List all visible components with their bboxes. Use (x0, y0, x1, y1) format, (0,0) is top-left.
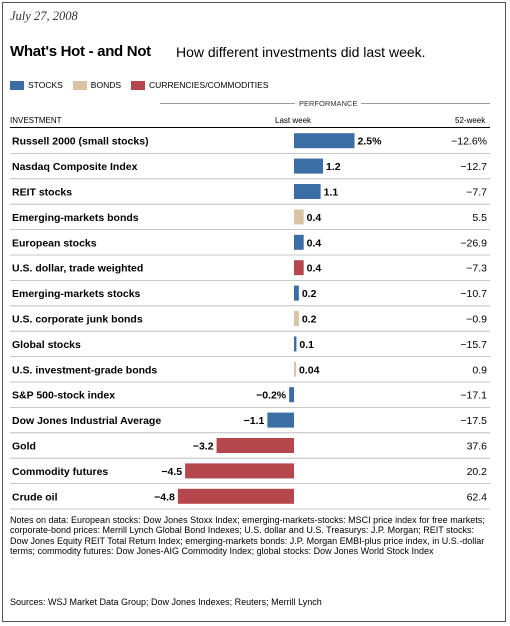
category-label-dow-jones-industrial-average: Dow Jones Industrial Average (12, 415, 161, 427)
week52-value-gold: 37.6 (467, 441, 488, 453)
chart-subtitle: How different investments did last week. (176, 44, 426, 60)
bar-u-s-investment-grade-bonds (294, 361, 296, 377)
week52-value-reit-stocks: −7.7 (466, 187, 487, 199)
bar-reit-stocks (294, 184, 321, 199)
category-label-u-s-dollar-trade-weighted: U.S. dollar, trade weighted (12, 263, 143, 275)
week52-value-s-p-500-stock-index: −17.1 (460, 390, 487, 402)
week52-value-russell-2000-small-stocks: −12.6% (451, 136, 487, 148)
week52-value-u-s-corporate-junk-bonds: −0.9 (466, 314, 487, 326)
category-label-commodity-futures: Commodity futures (12, 466, 108, 478)
week52-column-header: 52-week (455, 116, 486, 125)
week52-value-commodity-futures: 20.2 (467, 466, 488, 478)
bar-gold (216, 438, 294, 453)
value-label-gold: −3.2 (193, 441, 214, 453)
week52-value-emerging-markets-bonds: 5.5 (472, 212, 487, 224)
category-label-u-s-investment-grade-bonds: U.S. investment-grade bonds (12, 364, 157, 376)
bar-commodity-futures (185, 463, 294, 479)
legend-item-stocks: STOCKS (10, 80, 63, 90)
bar-european-stocks (294, 234, 304, 250)
category-label-global-stocks: Global stocks (12, 339, 81, 351)
bar-emerging-markets-stocks (294, 285, 299, 301)
bar-s-p-500-stock-index (289, 387, 294, 403)
week52-value-u-s-dollar-trade-weighted: −7.3 (466, 263, 487, 275)
value-label-european-stocks: 0.4 (307, 237, 322, 249)
category-label-gold: Gold (12, 441, 36, 453)
value-label-emerging-markets-stocks: 0.2 (302, 288, 317, 300)
value-label-global-stocks: 0.1 (299, 339, 314, 351)
bar-dow-jones-industrial-average (267, 412, 294, 428)
category-label-emerging-markets-stocks: Emerging-markets stocks (12, 288, 141, 300)
week52-value-dow-jones-industrial-average: −17.5 (460, 415, 487, 427)
legend: STOCKS BONDS CURRENCIES/COMMODITIES (10, 80, 279, 90)
legend-label-currencies-commodities: CURRENCIES/COMMODITIES (149, 80, 269, 90)
value-label-emerging-markets-bonds: 0.4 (307, 212, 322, 224)
value-label-u-s-investment-grade-bonds: 0.04 (299, 364, 320, 376)
legend-swatch-bonds (72, 80, 87, 90)
legend-item-currencies-commodities: CURRENCIES/COMMODITIES (131, 80, 269, 90)
value-label-reit-stocks: 1.1 (324, 187, 339, 199)
category-label-emerging-markets-bonds: Emerging-markets bonds (12, 212, 139, 224)
legend-label-stocks: STOCKS (28, 80, 63, 90)
week52-value-global-stocks: −15.7 (460, 339, 487, 351)
value-label-nasdaq-composite-index: 1.2 (326, 161, 341, 173)
header-rule (10, 127, 490, 128)
legend-label-bonds: BONDS (90, 80, 122, 90)
week52-value-european-stocks: −26.9 (460, 237, 487, 249)
bar-nasdaq-composite-index (294, 158, 324, 174)
category-label-european-stocks: European stocks (12, 237, 97, 249)
week52-value-crude-oil: 62.4 (467, 491, 488, 503)
value-label-dow-jones-industrial-average: −1.1 (244, 415, 265, 427)
notes-text: Notes on data: European stocks: Dow Jone… (10, 515, 485, 557)
bar-u-s-corporate-junk-bonds (294, 311, 299, 326)
category-label-nasdaq-composite-index: Nasdaq Composite Index (12, 161, 138, 173)
performance-label: PERFORMANCE (295, 99, 362, 108)
value-label-commodity-futures: −4.5 (161, 466, 182, 478)
legend-swatch-currencies-commodities (131, 80, 146, 90)
category-label-crude-oil: Crude oil (12, 491, 58, 503)
category-label-s-p-500-stock-index: S&P 500-stock index (12, 390, 115, 402)
bar-u-s-dollar-trade-weighted (294, 260, 304, 276)
value-label-russell-2000-small-stocks: 2.5% (358, 136, 383, 148)
investment-column-header: INVESTMENT (10, 116, 62, 125)
bar-crude-oil (177, 488, 294, 504)
category-label-reit-stocks: REIT stocks (12, 187, 72, 199)
date-label: July 27, 2008 (10, 9, 78, 23)
week52-value-u-s-investment-grade-bonds: 0.9 (472, 364, 487, 376)
bar-russell-2000-small-stocks (294, 133, 355, 149)
chart-frame (2, 2, 506, 622)
value-label-u-s-corporate-junk-bonds: 0.2 (302, 314, 317, 326)
value-label-s-p-500-stock-index: −0.2% (256, 390, 287, 402)
value-label-u-s-dollar-trade-weighted: 0.4 (307, 263, 322, 275)
category-label-russell-2000-small-stocks: Russell 2000 (small stocks) (12, 136, 149, 148)
category-label-u-s-corporate-junk-bonds: U.S. corporate junk bonds (12, 314, 143, 326)
legend-item-bonds: BONDS (72, 80, 122, 90)
week52-value-nasdaq-composite-index: −12.7 (460, 161, 487, 173)
bar-emerging-markets-bonds (294, 209, 304, 225)
legend-swatch-stocks (10, 80, 24, 90)
chart-title: What's Hot - and Not (10, 43, 151, 60)
last-week-column-header: Last week (275, 116, 312, 125)
sources-text: Sources: WSJ Market Data Group; Dow Jone… (10, 597, 322, 607)
bar-global-stocks (294, 336, 297, 352)
week52-value-emerging-markets-stocks: −10.7 (460, 288, 487, 300)
value-label-crude-oil: −4.8 (154, 491, 175, 503)
